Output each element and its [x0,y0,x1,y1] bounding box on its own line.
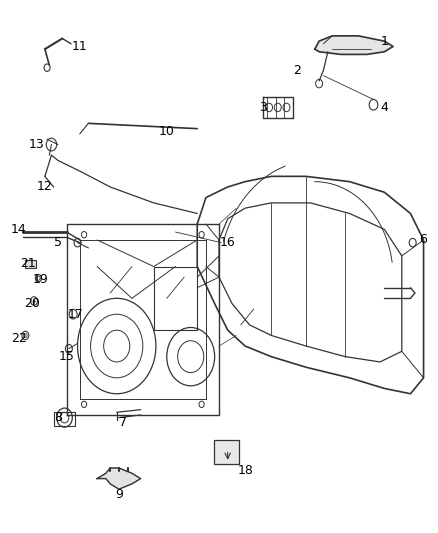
Text: 1: 1 [381,35,389,47]
Text: 13: 13 [28,138,44,151]
Polygon shape [97,468,141,489]
Text: 17: 17 [67,308,83,321]
Text: 5: 5 [54,236,62,249]
Text: 4: 4 [381,101,389,114]
Text: 2: 2 [293,64,301,77]
Text: 16: 16 [220,236,236,249]
Text: 8: 8 [54,411,62,424]
Text: 11: 11 [72,40,88,53]
Polygon shape [315,36,393,54]
Text: 15: 15 [59,350,74,363]
FancyBboxPatch shape [25,260,36,268]
Text: 22: 22 [11,332,27,344]
Text: 20: 20 [24,297,40,310]
Text: 7: 7 [119,416,127,430]
Text: 14: 14 [11,223,27,236]
Text: 6: 6 [420,233,427,246]
Text: 21: 21 [20,257,35,270]
Text: 3: 3 [258,101,266,114]
Text: 9: 9 [115,488,123,501]
Text: 18: 18 [237,464,253,477]
Text: 10: 10 [159,125,175,138]
FancyBboxPatch shape [214,440,240,464]
Text: 12: 12 [37,181,53,193]
Text: 19: 19 [33,273,49,286]
